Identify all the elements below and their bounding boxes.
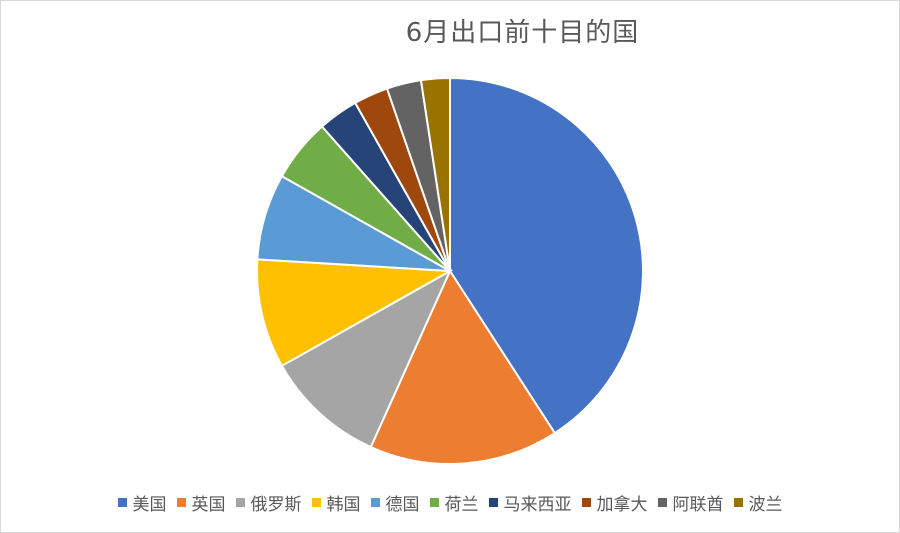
legend-label: 俄罗斯 xyxy=(250,495,302,515)
legend-swatch xyxy=(429,498,439,507)
legend-label: 马来西亚 xyxy=(503,495,572,515)
legend-swatch xyxy=(176,498,186,507)
legend-label: 美国 xyxy=(132,495,167,515)
legend-label: 韩国 xyxy=(326,495,361,515)
legend-item-4: 韩国 xyxy=(311,490,361,515)
legend-item-1: 美国 xyxy=(117,490,167,515)
legend-swatch xyxy=(117,498,127,507)
legend-item-6: 荷兰 xyxy=(429,490,479,515)
legend-swatch xyxy=(581,498,591,507)
legend-item-8: 加拿大 xyxy=(581,490,648,515)
legend-label: 德国 xyxy=(385,495,420,515)
chart-title: 6月出口前十目的国 xyxy=(405,18,640,48)
legend-label: 阿联酋 xyxy=(672,495,724,515)
legend-label: 加拿大 xyxy=(596,495,648,515)
legend-label: 波兰 xyxy=(748,495,783,515)
chart-legend: 美国 英国 俄罗斯 韩国 德国 荷兰 马来西亚 加拿大 阿联酋 波兰 xyxy=(0,490,900,515)
legend-swatch xyxy=(488,498,498,507)
legend-label: 英国 xyxy=(191,495,226,515)
legend-item-2: 英国 xyxy=(176,490,226,515)
legend-swatch xyxy=(733,498,743,507)
legend-item-3: 俄罗斯 xyxy=(235,490,302,515)
pie-slice-10 xyxy=(419,76,451,272)
legend-swatch xyxy=(370,498,380,507)
pie-slice-4 xyxy=(256,258,454,368)
legend-swatch xyxy=(657,498,667,507)
legend-swatch xyxy=(235,498,245,507)
legend-swatch xyxy=(311,498,321,507)
legend-item-5: 德国 xyxy=(370,490,420,515)
legend-item-9: 阿联酋 xyxy=(657,490,724,515)
pie-slice-2 xyxy=(369,268,557,465)
legend-item-10: 波兰 xyxy=(733,490,783,515)
pie-slice-3 xyxy=(280,268,453,449)
legend-label: 荷兰 xyxy=(444,495,479,515)
legend-item-7: 马来西亚 xyxy=(488,490,572,515)
